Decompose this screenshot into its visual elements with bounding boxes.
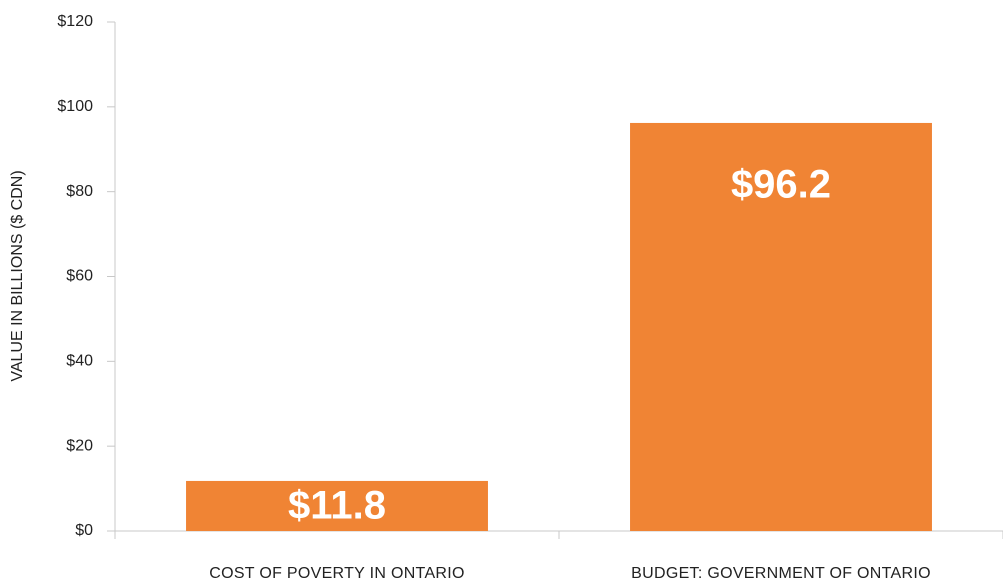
y-tick-label: $20 xyxy=(66,437,93,454)
x-tick-label: BUDGET: GOVERNMENT OF ONTARIO xyxy=(631,565,931,582)
y-axis-label: VALUE IN BILLIONS ($ CDN) xyxy=(9,170,26,381)
y-tick-label: $100 xyxy=(57,98,93,115)
bar xyxy=(630,122,932,532)
bar xyxy=(186,480,488,531)
y-tick-label: $60 xyxy=(66,268,93,285)
y-tick-label: $80 xyxy=(66,183,93,200)
value-label: $96.2 xyxy=(731,163,831,207)
x-tick-label: COST OF POVERTY IN ONTARIO xyxy=(209,565,465,582)
value-label: $11.8 xyxy=(288,484,386,528)
y-tick-label: $0 xyxy=(75,522,93,539)
y-tick-label: $120 xyxy=(57,13,93,30)
y-tick-label: $40 xyxy=(66,353,93,370)
